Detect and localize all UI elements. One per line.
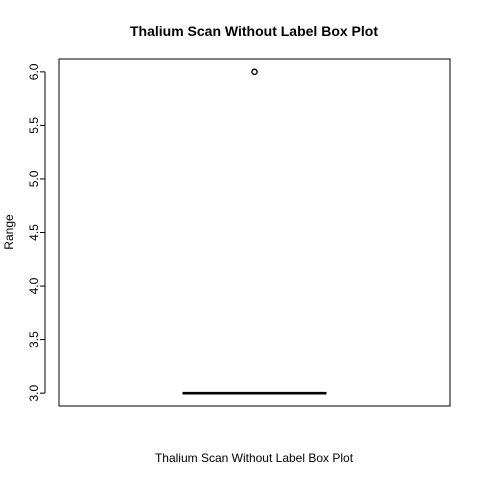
y-tick-label: 5.0 [27,170,41,187]
y-tick-label: 5.5 [27,117,41,134]
y-tick-label: 4.0 [27,277,41,294]
y-tick-label: 4.5 [27,224,41,241]
y-axis: 3.0 3.5 4.0 4.5 5.0 5.5 6.0 [27,63,46,401]
y-tick-label: 3.0 [27,384,41,401]
chart-title: Thalium Scan Without Label Box Plot [130,23,378,39]
outlier-point [251,68,258,76]
box-group [182,68,327,395]
y-axis-label: Range [2,214,16,250]
y-tick-label: 6.0 [27,63,41,80]
plot-frame [58,58,451,407]
x-axis-label: Thalium Scan Without Label Box Plot [155,451,354,465]
y-tick-label: 3.5 [27,331,41,348]
